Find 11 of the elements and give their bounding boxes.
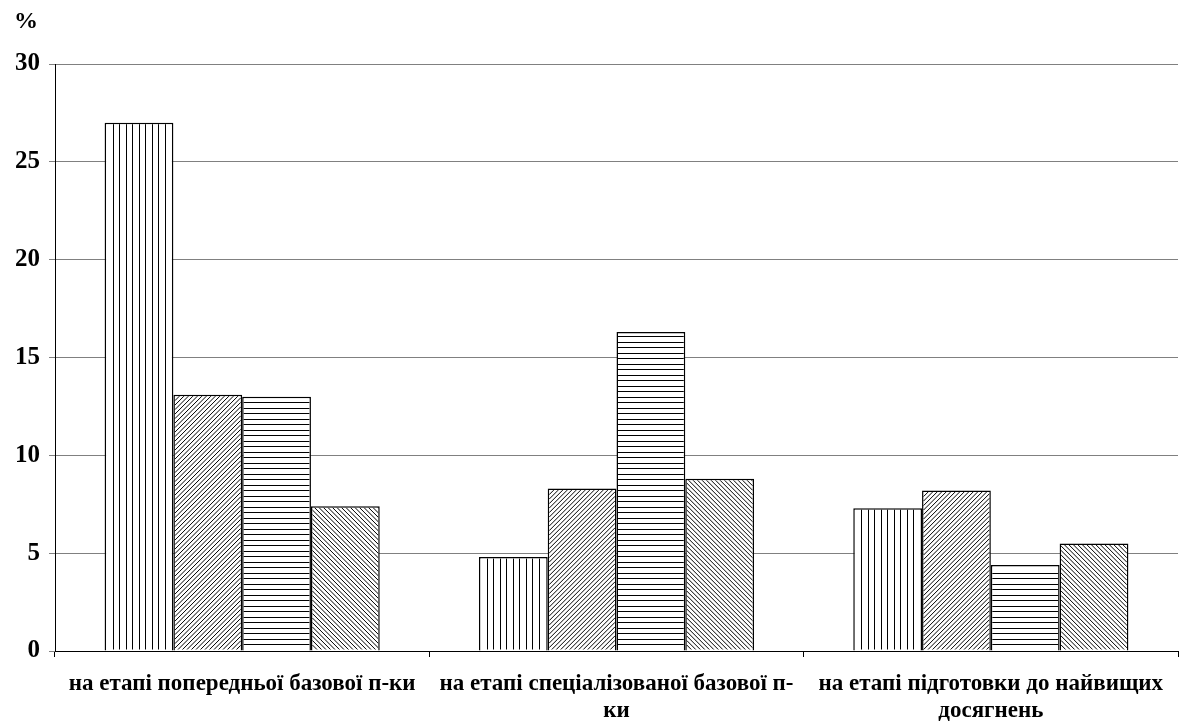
y-tick-label: 0 <box>27 635 40 663</box>
x-tick-label: на етапі підготовки до найвищих досягнень <box>818 670 1164 722</box>
y-tick-label: 25 <box>15 146 40 174</box>
x-tick-label: на етапі спеціалізованої базової п-ки <box>439 670 794 722</box>
x-tick-label: на етапі попередньої базової п-ки <box>68 670 416 696</box>
y-tick-label: 10 <box>15 439 40 467</box>
y-tick-label: 30 <box>15 48 40 76</box>
y-axis-title: % <box>14 7 38 34</box>
y-tick-label: 20 <box>15 244 40 272</box>
y-tick-label: 15 <box>15 341 40 369</box>
y-tick-label: 5 <box>27 537 40 565</box>
